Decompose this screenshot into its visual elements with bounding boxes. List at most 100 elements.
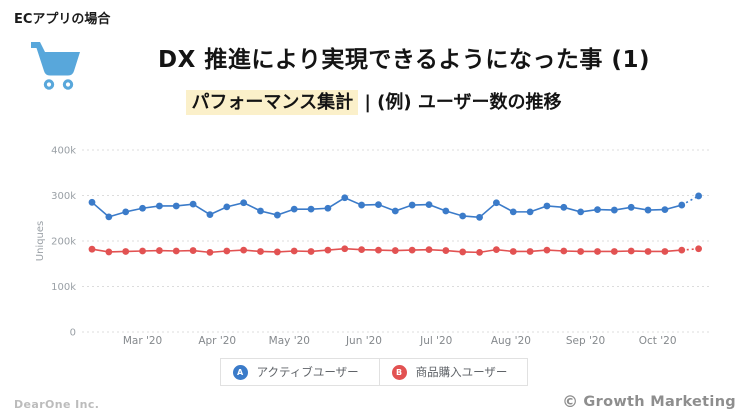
legend-label-purchase-users: 商品購入ユーザー	[415, 365, 508, 379]
data-point-series-0	[358, 201, 365, 209]
data-point-series-0	[476, 213, 483, 221]
data-point-series-1	[678, 246, 686, 254]
data-point-series-0	[375, 201, 382, 208]
data-point-series-1	[577, 248, 585, 255]
data-point-series-0	[577, 208, 585, 216]
data-point-series-1	[493, 246, 500, 254]
data-point-series-1	[88, 245, 96, 253]
data-point-series-0	[122, 208, 130, 216]
y-tick-label: 200k	[51, 237, 76, 248]
data-point-series-0	[526, 208, 534, 216]
data-point-series-1	[695, 245, 702, 253]
series-b-marker: B	[391, 364, 407, 380]
data-point-series-0	[493, 199, 500, 207]
data-point-series-0	[273, 211, 281, 219]
slide-title: DX 推進により実現できるようになった事 (1)	[158, 47, 650, 73]
data-point-series-1	[627, 247, 635, 255]
data-point-series-1	[122, 248, 130, 255]
data-point-series-1	[476, 248, 483, 256]
x-tick-label: Aug '20	[491, 335, 531, 347]
x-tick-label: Apr '20	[198, 335, 236, 347]
data-point-series-1	[610, 248, 618, 255]
data-point-series-1	[324, 246, 332, 254]
data-point-series-1	[257, 248, 264, 255]
data-point-series-1	[307, 248, 315, 255]
x-tick-label: May '20	[269, 335, 310, 347]
data-point-series-0	[678, 201, 686, 209]
data-point-series-1	[189, 247, 197, 254]
data-point-series-1	[594, 248, 601, 255]
data-point-series-0	[408, 201, 416, 209]
brand-logo: © Growth Marketing	[562, 394, 736, 411]
data-point-series-1	[391, 247, 399, 254]
data-point-series-1	[341, 245, 349, 253]
data-point-series-1	[223, 247, 231, 255]
data-point-series-0	[391, 207, 399, 215]
data-point-series-1	[358, 246, 365, 254]
data-point-series-0	[88, 198, 96, 206]
data-point-series-0	[257, 207, 264, 215]
data-point-series-0	[442, 207, 450, 215]
data-point-series-0	[594, 206, 601, 214]
data-point-series-0	[627, 203, 635, 211]
data-point-series-0	[509, 208, 517, 216]
data-point-series-0	[644, 206, 652, 214]
x-tick-label: Sep '20	[566, 335, 605, 347]
data-point-series-1	[206, 248, 214, 256]
data-point-series-0	[661, 206, 669, 214]
data-point-series-1	[105, 248, 113, 256]
x-tick-label: Oct '20	[639, 335, 677, 347]
data-point-series-0	[425, 201, 433, 208]
legend-label-active-users: アクティブユーザー	[256, 365, 359, 379]
data-point-series-1	[543, 246, 551, 254]
data-point-series-1	[661, 248, 669, 255]
data-point-series-0	[459, 212, 467, 220]
y-tick-label: 100k	[51, 282, 76, 293]
slide-subtitle: パフォーマンス集計 | (例) ユーザー数の推移	[0, 88, 748, 115]
data-point-series-1	[273, 248, 281, 256]
data-point-series-0	[156, 202, 163, 210]
series-a-marker: A	[232, 364, 248, 380]
shopping-cart-icon	[24, 37, 86, 93]
data-point-series-0	[105, 213, 113, 221]
data-point-series-1	[644, 248, 652, 255]
data-point-series-0	[189, 200, 197, 208]
x-tick-label: Jun '20	[345, 335, 382, 347]
subtitle-rest: | (例) ユーザー数の推移	[358, 92, 562, 113]
data-point-series-0	[543, 202, 551, 210]
data-point-series-0	[139, 204, 146, 212]
data-point-series-1	[156, 247, 163, 254]
data-point-series-1	[560, 247, 568, 255]
data-point-series-0	[172, 202, 180, 210]
company-name: DearOne Inc.	[14, 398, 100, 411]
user-trend-chart: 0 100k 200k 300k 400k Uniques Mar '20 Apr '20 Ma…	[35, 146, 712, 347]
data-point-series-0	[223, 203, 231, 211]
y-tick-label: 0	[70, 328, 76, 339]
y-tick-label: 400k	[51, 146, 76, 157]
x-tick-label: Jul '20	[419, 335, 452, 347]
brand-name: Growth Marketing	[583, 394, 736, 410]
legend-item-purchase-users: B 商品購入ユーザー	[378, 358, 529, 386]
corner-label: ECアプリの場合	[14, 12, 111, 27]
data-point-series-1	[290, 247, 298, 255]
data-point-series-1	[509, 248, 517, 255]
data-point-series-1	[408, 246, 416, 254]
data-point-series-0	[324, 204, 332, 212]
data-point-series-0	[341, 194, 349, 202]
data-point-series-1	[526, 248, 534, 255]
data-point-series-1	[442, 247, 450, 254]
legend-item-active-users: A アクティブユーザー	[219, 358, 380, 386]
chart-legend: A アクティブユーザー B 商品購入ユーザー	[0, 358, 748, 386]
y-axis-title: Uniques	[35, 221, 46, 261]
x-tick-label: Mar '20	[123, 335, 162, 347]
data-point-series-1	[172, 247, 180, 255]
data-point-series-1	[139, 247, 146, 255]
data-point-series-0	[610, 206, 618, 214]
data-point-series-1	[459, 248, 467, 256]
data-point-series-0	[206, 211, 214, 219]
data-point-series-0	[307, 205, 315, 213]
data-point-series-0	[560, 203, 568, 211]
data-point-series-0	[695, 192, 702, 200]
series-line-1	[91, 247, 682, 254]
data-point-series-1	[240, 246, 248, 254]
